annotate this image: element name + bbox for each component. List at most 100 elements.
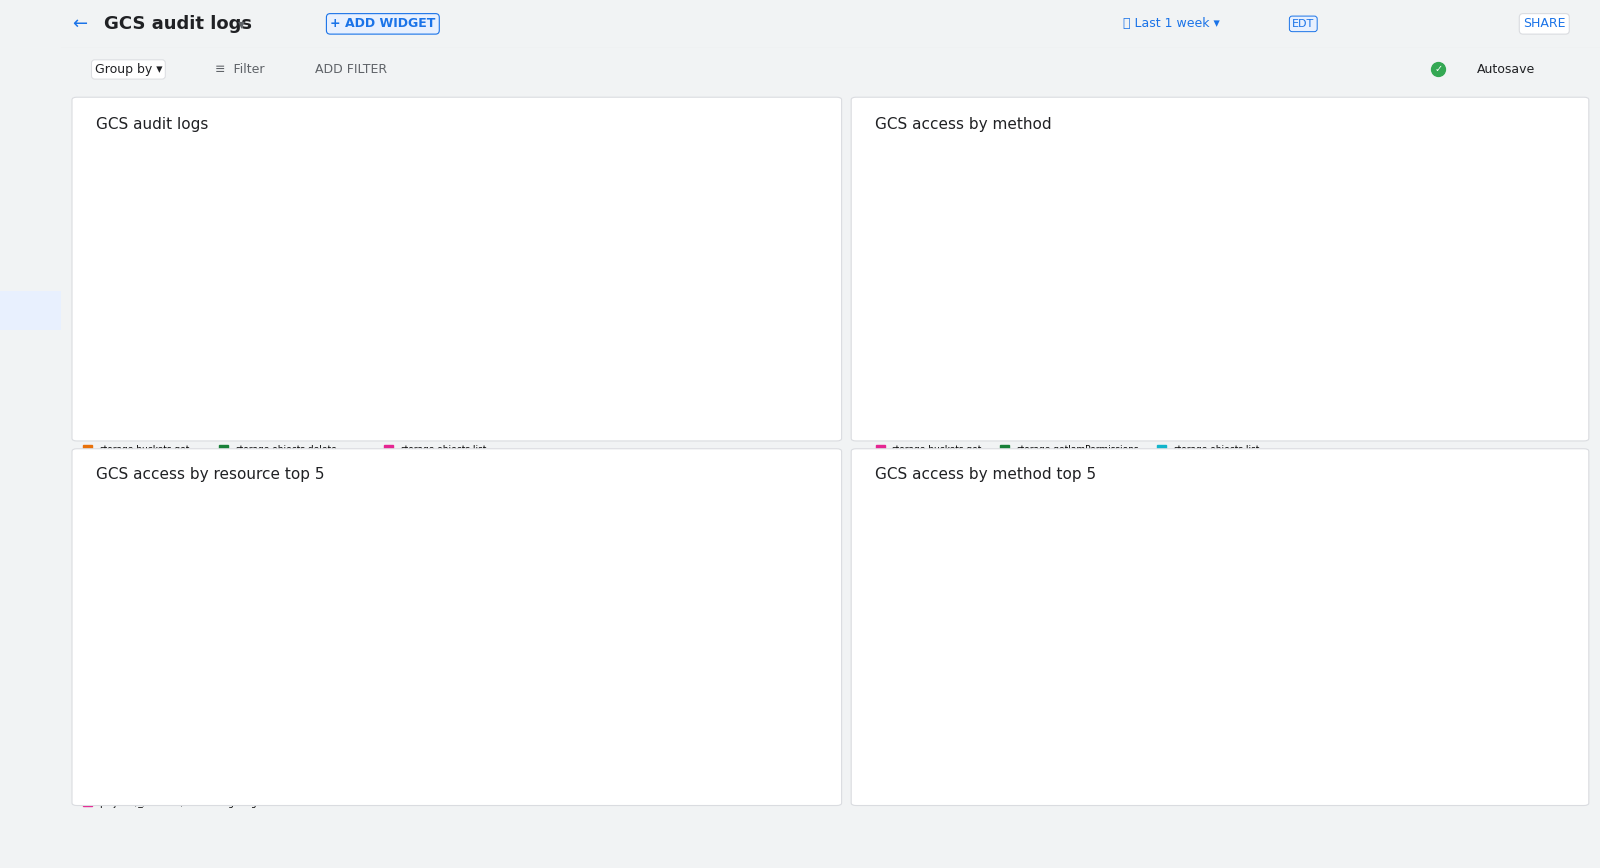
Bar [1114,335,1126,341]
Text: Group by ▾: Group by ▾ [94,63,162,76]
Bar [376,689,389,699]
Legend: gcs_bucket: gcs_bucket [877,773,949,783]
Text: GCS audit logs: GCS audit logs [104,15,251,33]
Bar [141,680,154,688]
Bar [1320,347,1333,378]
Text: + ADD WIDGET: + ADD WIDGET [330,17,435,30]
Bar [1510,335,1523,339]
Bar [158,690,173,733]
Bar [557,694,570,702]
Text: GCS audit logs: GCS audit logs [96,117,208,132]
Bar [1546,335,1558,339]
Bar [1251,344,1264,378]
Bar [648,702,661,733]
Bar [1165,339,1178,378]
Bar [394,687,408,694]
Bar [792,704,806,733]
Bar [158,682,173,690]
Bar [1074,731,1138,733]
Bar [1200,347,1213,378]
Bar [285,688,299,694]
Bar [1200,343,1213,347]
Bar [923,344,936,378]
Bar [358,700,371,733]
Bar [941,333,954,339]
Bar [195,686,208,733]
Bar [1338,341,1350,345]
Bar [1459,344,1472,378]
Bar [1269,343,1282,351]
Bar [1546,339,1558,378]
Bar [1406,342,1419,348]
Bar [1355,351,1368,378]
Bar [448,687,462,695]
Bar [683,703,698,733]
Bar [755,687,770,733]
Bar [1147,336,1160,378]
Bar [192,368,211,378]
Bar [1251,338,1264,344]
Bar [774,689,787,697]
Bar [1355,341,1368,351]
Text: Autosave: Autosave [1477,63,1534,76]
Text: EDT: EDT [1293,19,1315,29]
Bar [520,691,534,733]
Bar [141,688,154,733]
Bar [1027,348,1040,378]
Bar [122,689,136,733]
Bar [1442,332,1454,341]
Bar [792,700,806,704]
Bar [1010,343,1022,378]
Bar [774,697,787,733]
Text: SHARE: SHARE [1523,17,1565,30]
Bar [394,694,408,733]
Bar [574,692,589,733]
Bar [1218,350,1230,378]
Bar [411,684,426,733]
Bar [1269,351,1282,378]
Bar [430,679,443,687]
Bar [1131,336,1144,339]
Bar [1338,345,1350,378]
Bar [1218,344,1230,350]
Bar [466,698,480,733]
Bar [1078,339,1091,378]
Bar [213,698,226,733]
Bar [1096,332,1109,341]
Bar [520,684,534,691]
Text: GCS access by method top 5: GCS access by method top 5 [875,467,1096,482]
Bar [322,678,334,685]
Text: ▾: ▾ [238,16,245,31]
Bar [738,686,752,694]
Bar [1424,339,1437,346]
Bar [557,702,570,733]
Bar [594,698,606,733]
Legend: storage.buckets.get, storage.objects.create, storage.objects.delete, storage.obj: storage.buckets.get, storage.objects.cre… [83,444,486,467]
Bar [702,696,715,700]
Bar [358,695,371,700]
Bar [485,675,498,685]
Bar [339,696,354,733]
Bar [992,332,1005,342]
Bar [267,688,280,733]
Bar [1286,330,1299,339]
Bar [1326,732,1390,733]
Bar [1493,337,1506,378]
Bar [430,363,451,378]
Bar [1061,340,1075,378]
Bar [755,680,770,687]
Bar [1165,332,1178,339]
Bar [1510,339,1523,378]
Bar [594,691,606,698]
Bar [648,699,661,702]
Bar [267,684,280,688]
Bar [448,695,462,733]
Bar [376,699,389,733]
Bar [1475,134,1488,161]
Bar [250,694,262,699]
Bar [1234,344,1246,348]
Bar [539,695,552,701]
Bar [539,701,552,733]
Bar [1027,339,1040,348]
Bar [230,700,245,733]
